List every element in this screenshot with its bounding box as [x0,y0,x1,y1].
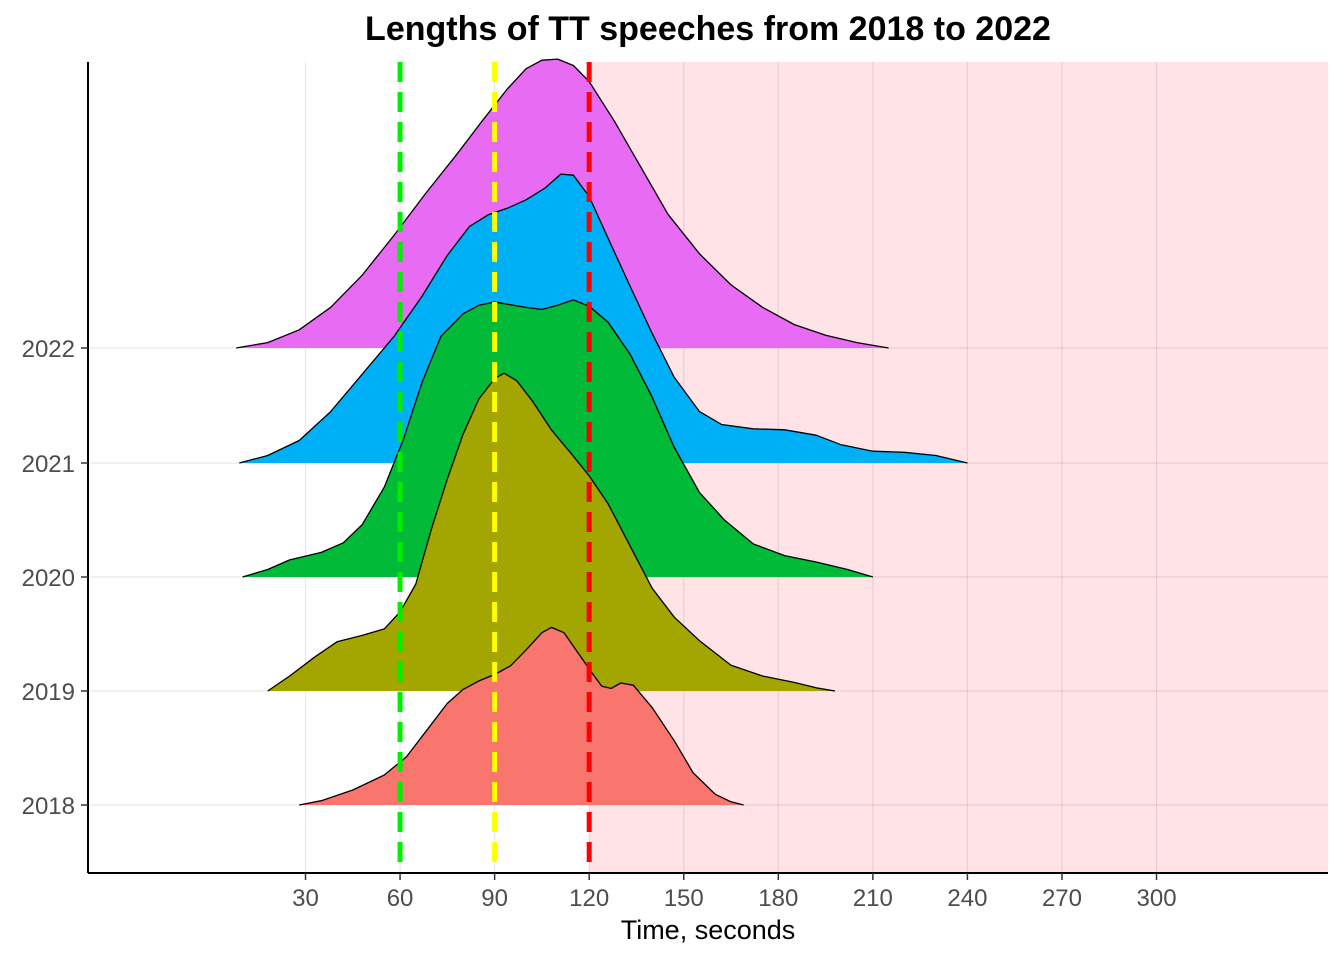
x-tick-label: 90 [481,885,508,912]
x-axis-title: Time, seconds [621,915,796,945]
y-tick-label: 2019 [22,679,75,706]
shaded-region [589,62,1328,873]
x-tick-label: 300 [1137,885,1177,912]
plot-background [88,62,1328,873]
ridge-fill-2019 [267,373,835,691]
x-tick-label: 240 [947,885,987,912]
y-tick-label: 2018 [22,793,75,820]
ridge-outline-2022 [236,58,889,349]
x-tick-label: 180 [758,885,798,912]
axes [87,62,1328,874]
x-tick-label: 270 [1042,885,1082,912]
x-tick-label: 120 [569,885,609,912]
y-tick-label: 2022 [22,336,75,363]
chart-title: Lengths of TT speeches from 2018 to 2022 [365,10,1051,48]
ridge-outline-2020 [242,299,874,578]
x-tick-label: 210 [853,885,893,912]
x-axis-ticks: 30 60 90 120 150 180 210 240 270 300 [292,873,1177,912]
ridge-fill-2018 [299,627,744,805]
x-tick-label: 150 [664,885,704,912]
x-tick-label: 30 [292,885,319,912]
y-axis-ticks: 2018 2019 2020 2021 2022 [22,336,88,820]
density-ridges [236,58,968,806]
ridge-outline-2019 [267,372,836,692]
ridge-outline-2018 [299,626,744,806]
y-tick-label: 2021 [22,451,75,478]
x-tick-label: 60 [387,885,414,912]
y-tick-label: 2020 [22,565,75,592]
reference-lines [397,62,592,873]
ridge-outline-2021 [239,173,968,464]
